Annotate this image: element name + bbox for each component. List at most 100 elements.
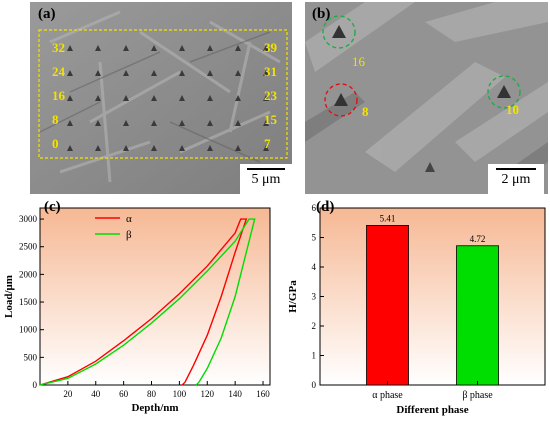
indent-mark	[207, 145, 213, 151]
y-tick-label: 1500	[19, 297, 38, 307]
indent-label-10: 10	[506, 102, 519, 117]
indent-mark	[123, 120, 129, 126]
indent-index-left: 32	[52, 40, 65, 55]
indent-index-right: 7	[264, 136, 271, 151]
indent-mark	[151, 70, 157, 76]
plot-area	[319, 207, 546, 386]
x-tick-label: 120	[201, 389, 215, 399]
indent-mark	[67, 120, 73, 126]
load-depth-chart: 20 40 60 80 100 120 140 160 0 500 1000 1500 2000 2500…	[3, 207, 271, 414]
indent-mark	[235, 95, 241, 101]
indent-mark	[123, 95, 129, 101]
indent-mark	[123, 70, 129, 76]
indent-mark	[95, 95, 101, 101]
x-tick-label: 100	[173, 389, 187, 399]
indent-mark	[179, 120, 185, 126]
indent-mark	[179, 95, 185, 101]
legend-label: α	[126, 213, 132, 225]
y-tick-label: 1000	[19, 325, 38, 335]
micrograph-b-texture	[305, 2, 548, 194]
scale-bar-a-label: 5 μm	[251, 172, 281, 187]
bar-beta	[456, 245, 499, 386]
panel-d-label: (d)	[316, 199, 335, 215]
y-tick-label: 4	[312, 262, 317, 272]
x-tick-label: 60	[119, 389, 129, 399]
indent-index-left: 24	[52, 64, 65, 79]
x-tick-label: β phase	[462, 390, 493, 401]
series-line-alpha	[39, 218, 248, 386]
y-tick-label: 2000	[19, 269, 38, 279]
y-tick-label: 0	[312, 380, 317, 390]
indent-mark	[95, 45, 101, 51]
y-tick-label: 3000	[19, 214, 38, 224]
x-tick-label: 40	[91, 389, 101, 399]
indent-mark	[123, 45, 129, 51]
y-tick-label: 6	[312, 203, 317, 213]
indent-label-8: 8	[362, 104, 369, 119]
micrograph-a	[30, 2, 292, 194]
y-tick-label: 0	[33, 380, 38, 390]
y-axis-label: Load/μm	[3, 275, 15, 318]
indent-mark	[151, 120, 157, 126]
micrograph-a-texture	[30, 2, 292, 194]
indent-mark	[235, 70, 241, 76]
indent-mark	[263, 70, 269, 76]
x-tick-label: 80	[147, 389, 157, 399]
x-tick-label: 140	[228, 389, 242, 399]
indent-mark	[235, 145, 241, 151]
indent-mark	[207, 70, 213, 76]
y-tick-label: 3	[312, 292, 317, 302]
scale-bar-a: 5 μm	[240, 164, 292, 194]
y-tick-label: 2	[312, 321, 317, 331]
indent-index-left: 0	[52, 136, 59, 151]
indent-mark	[123, 145, 129, 151]
indent-mark	[263, 145, 269, 151]
y-axis-label: H/GPa	[287, 280, 299, 313]
bar-data-label: 4.72	[470, 234, 486, 244]
indent-mark	[235, 45, 241, 51]
indent-mark	[151, 145, 157, 151]
indent-mark	[179, 70, 185, 76]
indent-mark	[263, 95, 269, 101]
indent-mark	[95, 145, 101, 151]
scale-bar-b-label: 2 μm	[501, 172, 531, 187]
indent-mark	[179, 145, 185, 151]
indent-mark	[67, 145, 73, 151]
indent-mark	[151, 95, 157, 101]
scale-bar-b: 2 μm	[488, 164, 544, 194]
indent-index-right: 39	[264, 40, 277, 55]
micrograph-b	[305, 2, 548, 194]
indent-index-left: 16	[52, 88, 65, 103]
bar-data-label: 5.41	[380, 213, 396, 223]
indent-mark	[95, 120, 101, 126]
x-tick-label: 20	[63, 389, 73, 399]
x-axis-label: Different phase	[396, 404, 468, 416]
indent-mark	[263, 45, 269, 51]
indent-mark	[235, 120, 241, 126]
indent-index-left: 8	[52, 112, 59, 127]
indent-mark	[67, 95, 73, 101]
y-tick-label: 2500	[19, 242, 38, 252]
y-tick-label: 5	[312, 233, 317, 243]
bar-alpha	[366, 225, 409, 386]
y-tick-label: 500	[24, 352, 38, 362]
indent-mark	[263, 120, 269, 126]
indent-label-16: 16	[352, 54, 365, 69]
indent-mark	[179, 45, 185, 51]
indent-mark	[151, 45, 157, 51]
x-tick-label: 160	[256, 389, 270, 399]
panel-c-label: (c)	[44, 199, 61, 215]
indent-mark	[207, 95, 213, 101]
indent-mark	[95, 70, 101, 76]
indent-mark	[207, 45, 213, 51]
x-axis-label: Depth/nm	[131, 402, 178, 414]
panel-a-label: (a)	[38, 6, 56, 22]
x-tick-label: α phase	[372, 390, 403, 401]
y-tick-label: 1	[312, 351, 317, 361]
indent-mark	[67, 45, 73, 51]
legend-label: β	[126, 229, 132, 241]
series-line-beta	[39, 218, 256, 386]
indent-index-right: 23	[264, 88, 277, 103]
hardness-bar-chart: 0 1 2 3 4 5 6 5.41 α phase 4.72 β phase Different p…	[287, 203, 546, 416]
indent-mark	[67, 70, 73, 76]
